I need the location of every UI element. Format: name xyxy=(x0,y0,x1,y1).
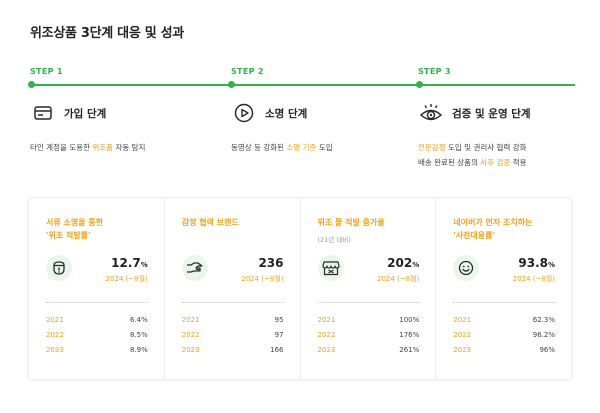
highlight-text: 위조품 xyxy=(92,143,114,152)
step-2-desc: 동영상 등 강화된 소명 기준 도입 xyxy=(231,140,333,155)
metric-card: 네이버가 먼저 조치하는 '사전대응률' 93.8% 2024 (~8월) 20… xyxy=(436,198,571,379)
desc-text: 동영상 등 강화된 xyxy=(231,143,287,152)
card-title-line: 위조 몰 적발 증가율 xyxy=(317,218,385,227)
list-item: 2021 95 xyxy=(181,316,284,324)
step-3-label: STEP 3 xyxy=(418,67,451,76)
step-2-dot xyxy=(228,81,235,88)
metric-value: 236 xyxy=(258,256,284,270)
step-desc-line: 타인 계정을 도용한 위조품 자동 탐지 xyxy=(30,140,145,155)
list-item: 2021 100% xyxy=(317,316,420,324)
list-item: 2023 261% xyxy=(317,346,420,354)
play-icon xyxy=(231,100,257,126)
step-1-title: 가입 단계 xyxy=(64,107,107,120)
step-1-dot xyxy=(28,81,35,88)
warning-icon xyxy=(46,255,72,281)
list-item: 2021 62.3% xyxy=(453,316,555,324)
metric-card: 위조 몰 적발 증가율 (21년 대비) 202% 2024 (~8월) 202… xyxy=(301,198,437,379)
card-title: 네이버가 먼저 조치하는 '사전대응률' xyxy=(453,216,532,242)
metric-period: 2024 (~8월) xyxy=(105,275,148,283)
desc-text: 배송 완료된 상품의 xyxy=(418,158,481,167)
card-subtitle: (21년 대비) xyxy=(317,236,351,244)
highlight-text: 사후 검증 xyxy=(480,158,511,167)
step-2-title: 소명 단계 xyxy=(265,107,308,120)
step-2-label: STEP 2 xyxy=(231,67,264,76)
yearly-list: 2021 95 2022 97 2023 166 xyxy=(182,313,284,358)
desc-text: 도입 및 권리사 협력 강화 xyxy=(445,143,527,152)
metric-value: 202% xyxy=(387,256,420,270)
step-desc-line: 동영상 등 강화된 소명 기준 도입 xyxy=(231,140,333,155)
card-title-line: '사전대응률' xyxy=(453,231,495,240)
metric-value: 93.8% xyxy=(518,256,555,270)
list-item: 2022 176% xyxy=(317,331,420,339)
list-item: 2023 166 xyxy=(181,346,284,354)
desc-text: 도입 xyxy=(316,143,333,152)
store-icon xyxy=(317,255,344,281)
card-title: 위조 몰 적발 증가율 xyxy=(318,216,385,229)
smile-icon xyxy=(453,255,480,281)
card-title: 감정 협력 브랜드 xyxy=(182,216,239,229)
divider xyxy=(181,302,284,303)
step-1-desc: 타인 계정을 도용한 위조품 자동 탐지 xyxy=(30,140,145,155)
list-item: 2022 8.5% xyxy=(46,331,148,339)
metric-period: 2024 (~8월) xyxy=(241,275,284,283)
divider xyxy=(453,302,555,303)
metric-value: 12.7% xyxy=(111,256,148,270)
card-title-line: '위조 적발률' xyxy=(46,231,91,240)
divider xyxy=(46,302,148,303)
eye-icon xyxy=(418,100,444,126)
card-title-line: 서류 소명을 통한 xyxy=(46,218,104,227)
highlight-text: 소명 기준 xyxy=(286,143,317,152)
desc-text: 자동 탐지 xyxy=(113,143,146,152)
yearly-list: 2021 62.3% 2022 96.2% 2023 96% xyxy=(453,313,555,358)
list-item: 2023 8.9% xyxy=(46,346,148,354)
card-icon xyxy=(30,100,56,126)
metric-period: 2024 (~8월) xyxy=(376,275,420,283)
step-desc-line: 전문감정 도입 및 권리사 협력 강화 xyxy=(418,140,527,155)
metric-period: 2024 (~8월) xyxy=(512,275,555,283)
list-item: 2022 96.2% xyxy=(453,331,555,339)
card-title-line: 감정 협력 브랜드 xyxy=(181,218,239,227)
step-2-header: 소명 단계 xyxy=(231,100,307,126)
step-3-header: 검증 및 운영 단계 xyxy=(418,100,531,126)
step-1-label: STEP 1 xyxy=(30,67,63,76)
step-desc-line: 배송 완료된 상품의 사후 검증 적용 xyxy=(418,155,527,170)
step-3-desc: 전문감정 도입 및 권리사 협력 강화 배송 완료된 상품의 사후 검증 적용 xyxy=(418,140,527,170)
step-3-title: 검증 및 운영 단계 xyxy=(452,107,531,120)
list-item: 2022 97 xyxy=(181,331,284,339)
metrics-panel: 서류 소명을 통한 '위조 적발률' 12.7% 2024 (~8월) 2021… xyxy=(28,197,572,380)
yearly-list: 2021 100% 2022 176% 2023 261% xyxy=(318,313,420,358)
metric-card: 서류 소명을 통한 '위조 적발률' 12.7% 2024 (~8월) 2021… xyxy=(29,198,165,379)
card-title-line: 네이버가 먼저 조치하는 xyxy=(453,218,533,227)
step-3-dot xyxy=(416,81,423,88)
step-1-header: 가입 단계 xyxy=(30,100,106,126)
metric-card: 감정 협력 브랜드 236 2024 (~8월) 2021 95 2022 97 2… xyxy=(165,198,301,379)
desc-text: 타인 계정을 도용한 xyxy=(30,143,93,152)
list-item: 2021 6.4% xyxy=(46,316,148,324)
highlight-text: 전문감정 xyxy=(418,143,446,152)
list-item: 2023 96% xyxy=(453,346,555,354)
handshake-icon xyxy=(181,255,208,281)
step-timeline xyxy=(30,84,575,86)
card-title: 서류 소명을 통한 '위조 적발률' xyxy=(46,216,103,242)
divider xyxy=(317,302,420,303)
yearly-list: 2021 6.4% 2022 8.5% 2023 8.9% xyxy=(46,313,148,358)
page-title: 위조상품 3단계 대응 및 성과 xyxy=(30,26,184,41)
desc-text: 적용 xyxy=(510,158,527,167)
